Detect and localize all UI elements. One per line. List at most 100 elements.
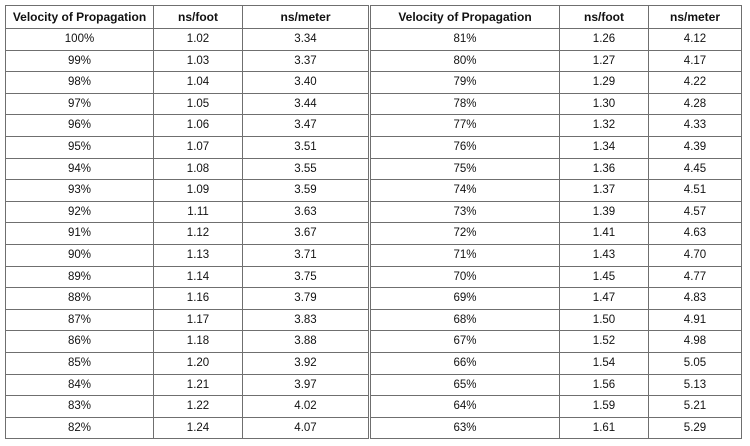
ns-foot-right-cell: 1.36 [559, 157, 649, 181]
ns-foot-left-cell: 1.04 [153, 71, 243, 94]
ns-foot-right-cell: 1.41 [559, 222, 649, 245]
table-row: 89% 1.14 3.75 70% 1.45 4.77 [5, 265, 742, 289]
velocity-right-cell: 81% [368, 28, 560, 51]
velocity-right-cell: 64% [368, 395, 560, 418]
ns-meter-left-cell: 3.97 [242, 373, 370, 397]
header-row: Velocity of Propagation ns/foot ns/meter… [5, 5, 742, 29]
velocity-right-cell: 76% [368, 135, 560, 159]
table-body: 100% 1.02 3.34 81% 1.26 4.12 99% 1.03 3.37 80% 1.2… [5, 28, 742, 440]
velocity-right-cell: 70% [368, 265, 560, 289]
table-row: 94% 1.08 3.55 75% 1.36 4.45 [5, 157, 742, 181]
ns-foot-left-cell: 1.05 [153, 92, 243, 116]
ns-meter-left-cell: 4.07 [242, 416, 370, 440]
ns-meter-right-cell: 4.57 [648, 200, 742, 224]
ns-meter-right-cell: 4.39 [648, 135, 742, 159]
ns-meter-right-cell: 4.98 [648, 330, 742, 353]
ns-meter-left-cell: 3.67 [242, 222, 370, 245]
velocity-left-cell: 98% [5, 71, 154, 94]
ns-meter-left-cell: 3.34 [242, 28, 370, 51]
velocity-left-cell: 90% [5, 243, 154, 267]
table-row: 90% 1.13 3.71 71% 1.43 4.70 [5, 243, 742, 267]
velocity-left-cell: 94% [5, 157, 154, 181]
ns-meter-right-cell: 4.22 [648, 71, 742, 94]
ns-foot-right-cell: 1.26 [559, 28, 649, 51]
velocity-left-cell: 93% [5, 179, 154, 202]
ns-meter-left-cell: 3.92 [242, 351, 370, 375]
header-ns-meter-left: ns/meter [242, 5, 370, 29]
header-ns-meter-right: ns/meter [648, 5, 742, 29]
ns-foot-right-cell: 1.59 [559, 395, 649, 418]
ns-foot-right-cell: 1.27 [559, 49, 649, 73]
velocity-left-cell: 84% [5, 373, 154, 397]
ns-foot-left-cell: 1.16 [153, 287, 243, 310]
ns-foot-right-cell: 1.50 [559, 308, 649, 332]
ns-foot-left-cell: 1.14 [153, 265, 243, 289]
velocity-right-cell: 80% [368, 49, 560, 73]
table-row: 83% 1.22 4.02 64% 1.59 5.21 [5, 395, 742, 418]
ns-meter-left-cell: 3.63 [242, 200, 370, 224]
table-row: 92% 1.11 3.63 73% 1.39 4.57 [5, 200, 742, 224]
table-row: 100% 1.02 3.34 81% 1.26 4.12 [5, 28, 742, 51]
table-row: 99% 1.03 3.37 80% 1.27 4.17 [5, 49, 742, 73]
table-row: 82% 1.24 4.07 63% 1.61 5.29 [5, 416, 742, 440]
velocity-left-cell: 91% [5, 222, 154, 245]
table-row: 85% 1.20 3.92 66% 1.54 5.05 [5, 351, 742, 375]
ns-foot-right-cell: 1.29 [559, 71, 649, 94]
velocity-left-cell: 88% [5, 287, 154, 310]
ns-meter-right-cell: 4.12 [648, 28, 742, 51]
table-row: 87% 1.17 3.83 68% 1.50 4.91 [5, 308, 742, 332]
header-velocity-right: Velocity of Propagation [368, 5, 560, 29]
ns-meter-left-cell: 4.02 [242, 395, 370, 418]
ns-meter-left-cell: 3.37 [242, 49, 370, 73]
table-row: 93% 1.09 3.59 74% 1.37 4.51 [5, 179, 742, 202]
header-ns-foot-right: ns/foot [559, 5, 649, 29]
ns-foot-left-cell: 1.21 [153, 373, 243, 397]
table-row: 97% 1.05 3.44 78% 1.30 4.28 [5, 92, 742, 116]
ns-foot-left-cell: 1.08 [153, 157, 243, 181]
velocity-right-cell: 63% [368, 416, 560, 440]
velocity-right-cell: 68% [368, 308, 560, 332]
velocity-left-cell: 87% [5, 308, 154, 332]
velocity-right-cell: 77% [368, 114, 560, 137]
ns-foot-left-cell: 1.11 [153, 200, 243, 224]
ns-meter-right-cell: 4.77 [648, 265, 742, 289]
velocity-left-cell: 99% [5, 49, 154, 73]
ns-meter-left-cell: 3.83 [242, 308, 370, 332]
ns-meter-right-cell: 5.05 [648, 351, 742, 375]
table-header: Velocity of Propagation ns/foot ns/meter… [5, 5, 742, 29]
velocity-right-cell: 79% [368, 71, 560, 94]
ns-meter-right-cell: 4.33 [648, 114, 742, 137]
ns-meter-left-cell: 3.55 [242, 157, 370, 181]
ns-meter-right-cell: 4.17 [648, 49, 742, 73]
velocity-of-propagation-table: Velocity of Propagation ns/foot ns/meter… [5, 5, 742, 440]
ns-meter-right-cell: 4.70 [648, 243, 742, 267]
velocity-right-cell: 72% [368, 222, 560, 245]
ns-foot-left-cell: 1.02 [153, 28, 243, 51]
velocity-right-cell: 74% [368, 179, 560, 202]
velocity-left-cell: 85% [5, 351, 154, 375]
ns-meter-right-cell: 4.63 [648, 222, 742, 245]
ns-foot-left-cell: 1.12 [153, 222, 243, 245]
table-row: 96% 1.06 3.47 77% 1.32 4.33 [5, 114, 742, 137]
ns-foot-left-cell: 1.13 [153, 243, 243, 267]
ns-foot-left-cell: 1.22 [153, 395, 243, 418]
velocity-left-cell: 83% [5, 395, 154, 418]
ns-meter-left-cell: 3.88 [242, 330, 370, 353]
ns-foot-right-cell: 1.34 [559, 135, 649, 159]
ns-foot-right-cell: 1.54 [559, 351, 649, 375]
ns-foot-left-cell: 1.20 [153, 351, 243, 375]
ns-foot-left-cell: 1.17 [153, 308, 243, 332]
velocity-left-cell: 95% [5, 135, 154, 159]
table-row: 86% 1.18 3.88 67% 1.52 4.98 [5, 330, 742, 353]
table-row: 88% 1.16 3.79 69% 1.47 4.83 [5, 287, 742, 310]
ns-foot-left-cell: 1.07 [153, 135, 243, 159]
ns-foot-right-cell: 1.61 [559, 416, 649, 440]
table-row: 95% 1.07 3.51 76% 1.34 4.39 [5, 135, 742, 159]
velocity-left-cell: 96% [5, 114, 154, 137]
velocity-right-cell: 73% [368, 200, 560, 224]
velocity-right-cell: 65% [368, 373, 560, 397]
ns-foot-left-cell: 1.03 [153, 49, 243, 73]
velocity-table-container: Velocity of Propagation ns/foot ns/meter… [5, 5, 742, 440]
ns-meter-left-cell: 3.51 [242, 135, 370, 159]
velocity-left-cell: 100% [5, 28, 154, 51]
